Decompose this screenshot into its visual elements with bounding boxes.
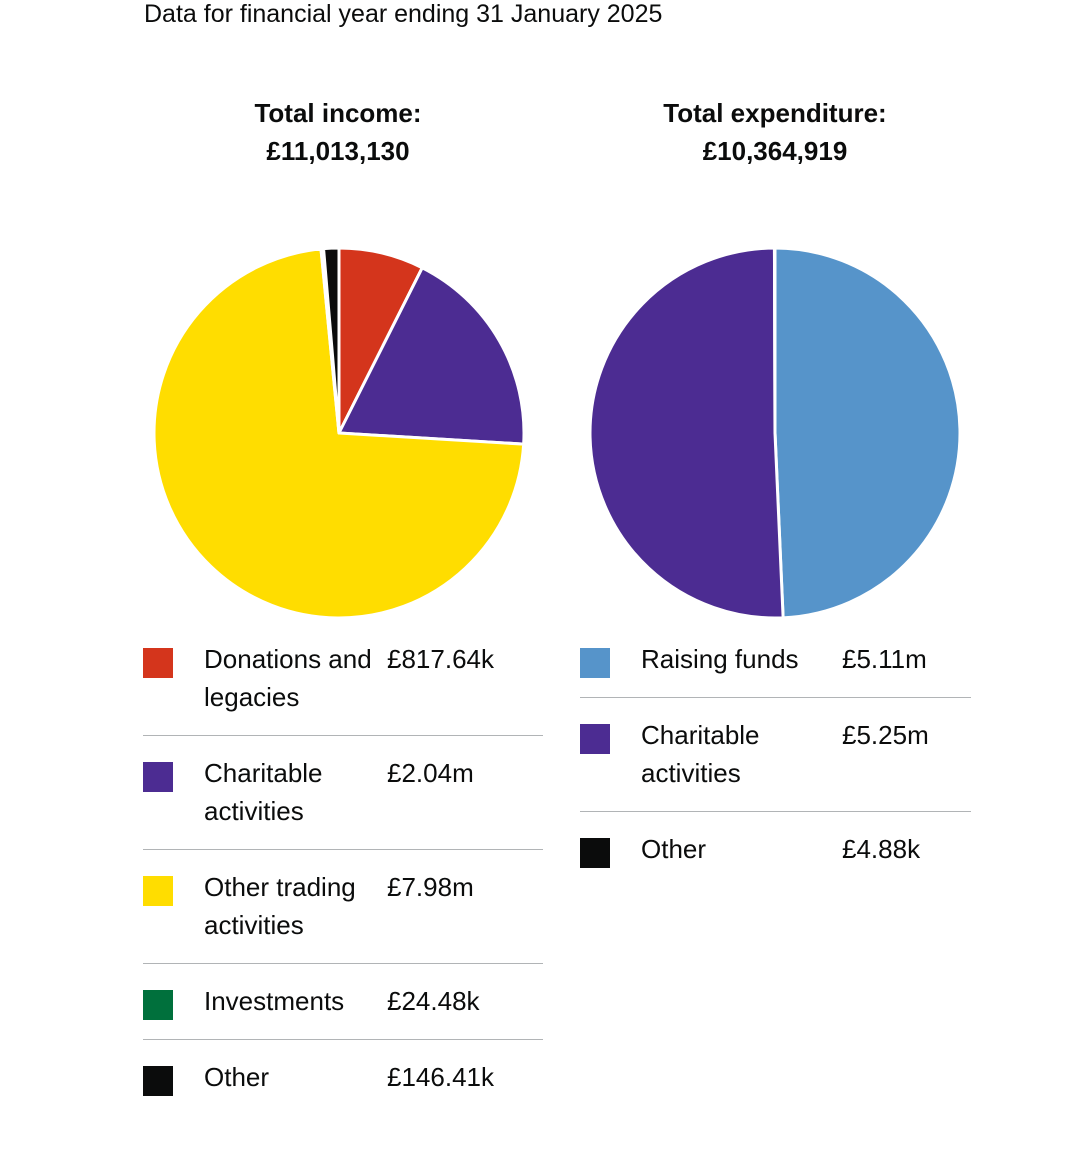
income-legend-row-other: Other £146.41k: [143, 1058, 543, 1116]
income-legend: Donations and legacies £817.64k Charitable…: [143, 640, 543, 1134]
income-legend-row-other-trading-activities: Other trading activities £7.98m: [143, 868, 543, 964]
expenditure-pie-slice-charitable-activities: [588, 246, 785, 620]
income-legend-row-donations-and-legacies: Donations and legacies £817.64k: [143, 640, 543, 736]
expenditure-legend-row-other: Other £4.88k: [580, 830, 971, 888]
expenditure-pie-slice-other: [772, 246, 777, 435]
expenditure-legend-value: £4.88k: [842, 834, 921, 864]
income-legend-swatch: [143, 990, 173, 1020]
page-subtitle: Data for financial year ending 31 Januar…: [144, 0, 663, 28]
income-legend-label: Charitable activities: [204, 758, 323, 826]
expenditure-pie-chart: [588, 246, 962, 620]
income-total: £11,013,130: [266, 136, 410, 166]
expenditure-pie-slice-raising-funds: [773, 246, 962, 620]
expenditure-legend-value: £5.25m: [842, 720, 929, 750]
expenditure-legend-label: Charitable activities: [641, 720, 760, 788]
expenditure-legend-label: Raising funds: [641, 644, 799, 674]
income-legend-swatch: [143, 762, 173, 792]
expenditure-legend-value: £5.11m: [842, 644, 927, 674]
income-title-label: Total income:: [254, 98, 422, 128]
income-chart-title: Total income: £11,013,130: [158, 94, 518, 170]
expenditure-chart-title: Total expenditure: £10,364,919: [595, 94, 955, 170]
income-legend-swatch: [143, 648, 173, 678]
expenditure-total: £10,364,919: [702, 136, 848, 166]
expenditure-legend-row-charitable-activities: Charitable activities £5.25m: [580, 716, 971, 812]
income-legend-swatch: [143, 1066, 173, 1096]
income-legend-value: £817.64k: [387, 644, 494, 674]
income-legend-row-investments: Investments £24.48k: [143, 982, 543, 1040]
expenditure-legend-swatch: [580, 724, 610, 754]
expenditure-legend-swatch: [580, 648, 610, 678]
income-legend-value: £7.98m: [387, 872, 474, 902]
income-legend-value: £146.41k: [387, 1062, 494, 1092]
income-legend-label: Donations and legacies: [204, 644, 372, 712]
income-legend-label: Investments: [204, 986, 345, 1016]
expenditure-title-label: Total expenditure:: [663, 98, 887, 128]
income-legend-label: Other: [204, 1062, 270, 1092]
income-legend-row-charitable-activities: Charitable activities £2.04m: [143, 754, 543, 850]
expenditure-legend-swatch: [580, 838, 610, 868]
income-legend-value: £24.48k: [387, 986, 480, 1016]
expenditure-legend-row-raising-funds: Raising funds £5.11m: [580, 640, 971, 698]
income-legend-swatch: [143, 876, 173, 906]
income-legend-label: Other trading activities: [204, 872, 356, 940]
expenditure-legend: Raising funds £5.11m Charitable activities…: [580, 640, 971, 906]
income-legend-value: £2.04m: [387, 758, 474, 788]
income-pie-chart: [152, 246, 526, 620]
expenditure-legend-label: Other: [641, 834, 707, 864]
income-pie-slice-other: [322, 246, 341, 435]
income-pie-slice-charitable-activities: [337, 266, 526, 446]
